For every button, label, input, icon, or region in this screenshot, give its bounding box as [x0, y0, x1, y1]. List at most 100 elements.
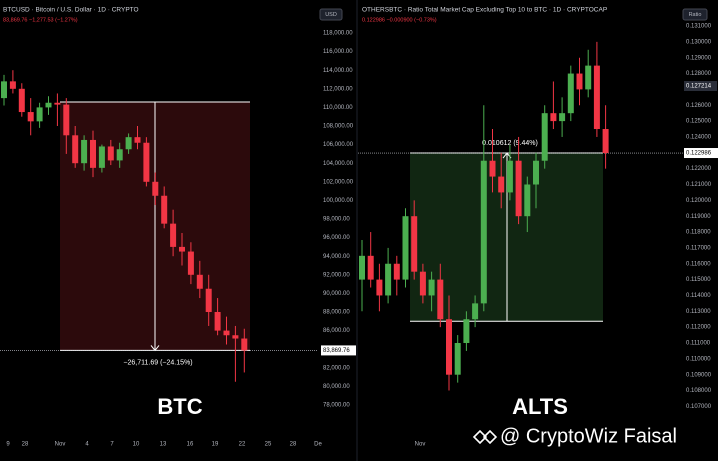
candle-body [550, 113, 557, 122]
price-label: 0.122986 [686, 151, 712, 157]
watermark: @ CryptoWiz Faisal [500, 425, 677, 447]
candle-body [524, 184, 531, 217]
chart-subtitle: 83,869.76 −1,277.53 (−1.27%) [3, 17, 78, 23]
candle-body [419, 271, 426, 296]
measure-label: −26,711.69 (−24.15%) [123, 359, 192, 366]
price-label: 83,869.76 [323, 348, 350, 354]
candle-body [179, 246, 185, 252]
x-tick-label: 16 [187, 442, 194, 448]
x-tick-label: 19 [212, 442, 219, 448]
candle-body [480, 160, 487, 304]
x-tick-label: 28 [290, 442, 297, 448]
candle-body [506, 160, 513, 193]
candle-body [385, 263, 392, 296]
candle-body [411, 216, 418, 272]
x-tick-label: 9 [6, 442, 10, 448]
y-tick-label: 114,000.00 [323, 68, 353, 74]
candle-body [90, 139, 96, 168]
candle-body [446, 319, 452, 375]
y-tick-label: 82,000.00 [323, 365, 350, 371]
candle-body [232, 335, 239, 339]
y-tick-label: 0.124000 [686, 135, 712, 141]
y-tick-label: 0.116000 [686, 261, 711, 267]
y-tick-label: 0.112000 [686, 325, 711, 331]
candle-body [402, 216, 409, 280]
watermark-icon [472, 429, 498, 445]
candle-body [489, 160, 496, 177]
y-tick-label: 0.115000 [686, 277, 711, 283]
x-tick-label: 7 [110, 442, 114, 448]
unit-button[interactable]: Ratio [689, 12, 702, 18]
y-tick-label: 0.107000 [686, 404, 712, 410]
y-tick-label: 96,000.00 [323, 235, 350, 241]
y-tick-label: 0.130000 [686, 39, 712, 45]
y-tick-label: 0.110000 [686, 356, 711, 362]
measure-label: 0.010612 (9.44%) [482, 140, 538, 147]
candle-body [241, 338, 248, 351]
y-tick-label: 0.129000 [686, 55, 712, 61]
candle-body [134, 137, 141, 143]
x-tick-label: Nov [55, 442, 66, 448]
y-tick-label: 116,000.00 [323, 49, 353, 55]
candle-body [116, 149, 123, 161]
y-tick-label: 92,000.00 [323, 272, 350, 278]
candle-body [170, 223, 177, 247]
y-tick-label: 0.113000 [686, 309, 711, 315]
price-tag [321, 345, 356, 356]
candle-body [214, 312, 221, 331]
marker-tag [684, 81, 717, 92]
y-tick-label: 0.122000 [686, 166, 712, 172]
candle-body [27, 112, 34, 122]
candle-body [18, 88, 25, 113]
candle-body [472, 303, 479, 320]
y-tick-label: 0.121000 [686, 182, 712, 188]
x-tick-label: 28 [22, 442, 29, 448]
candle-body [567, 73, 574, 114]
y-tick-label: 80,000.00 [323, 384, 350, 390]
unit-button-box[interactable] [319, 8, 343, 21]
candle-body [1, 81, 7, 99]
candle-body [367, 255, 374, 280]
chart-title: OTHERSBTC · Ratio Total Market Cap Exclu… [362, 7, 607, 14]
x-tick-label: Nov [415, 442, 426, 448]
candle-body [9, 81, 16, 89]
candle-body [428, 279, 435, 296]
unit-button-box[interactable] [682, 8, 708, 21]
candle-body [187, 251, 194, 275]
y-tick-label: 108,000.00 [323, 124, 354, 130]
candle-body [559, 113, 566, 122]
candle-body [72, 135, 79, 164]
candle-body [533, 160, 539, 185]
chart-label: ALTS [512, 394, 568, 419]
candle-body [125, 137, 132, 150]
y-tick-label: 110,000.00 [323, 105, 353, 111]
candle-body [107, 146, 114, 161]
y-tick-label: 104,000.00 [323, 161, 354, 167]
candle-body [359, 255, 365, 280]
y-tick-label: 100,000.00 [323, 198, 354, 204]
candle-body [205, 288, 212, 312]
y-tick-label: 0.120000 [686, 198, 712, 204]
candle-body [602, 129, 609, 154]
y-tick-label: 90,000.00 [323, 291, 350, 297]
unit-button[interactable]: USD [325, 12, 337, 18]
y-tick-label: 0.125000 [686, 119, 712, 125]
y-tick-label: 0.131000 [686, 24, 712, 30]
candle-body [152, 181, 159, 196]
candle-body [36, 107, 43, 122]
candle-body [143, 142, 150, 182]
y-tick-label: 106,000.00 [323, 142, 354, 148]
y-tick-label: 0.109000 [686, 372, 712, 378]
chart-subtitle: 0.122986 −0.000900 (−0.73%) [362, 17, 437, 23]
x-tick-label: 25 [265, 442, 272, 448]
y-tick-label: 0.118000 [686, 230, 711, 236]
y-tick-label: 88,000.00 [323, 310, 350, 316]
candle-body [98, 146, 105, 168]
x-tick-label: 13 [160, 442, 167, 448]
y-tick-label: 78,000.00 [323, 403, 350, 409]
candle-body [393, 263, 400, 280]
y-tick-label: 98,000.00 [323, 217, 350, 223]
x-tick-label: 4 [85, 442, 89, 448]
candle-body [161, 195, 168, 224]
price-tag [684, 148, 718, 159]
